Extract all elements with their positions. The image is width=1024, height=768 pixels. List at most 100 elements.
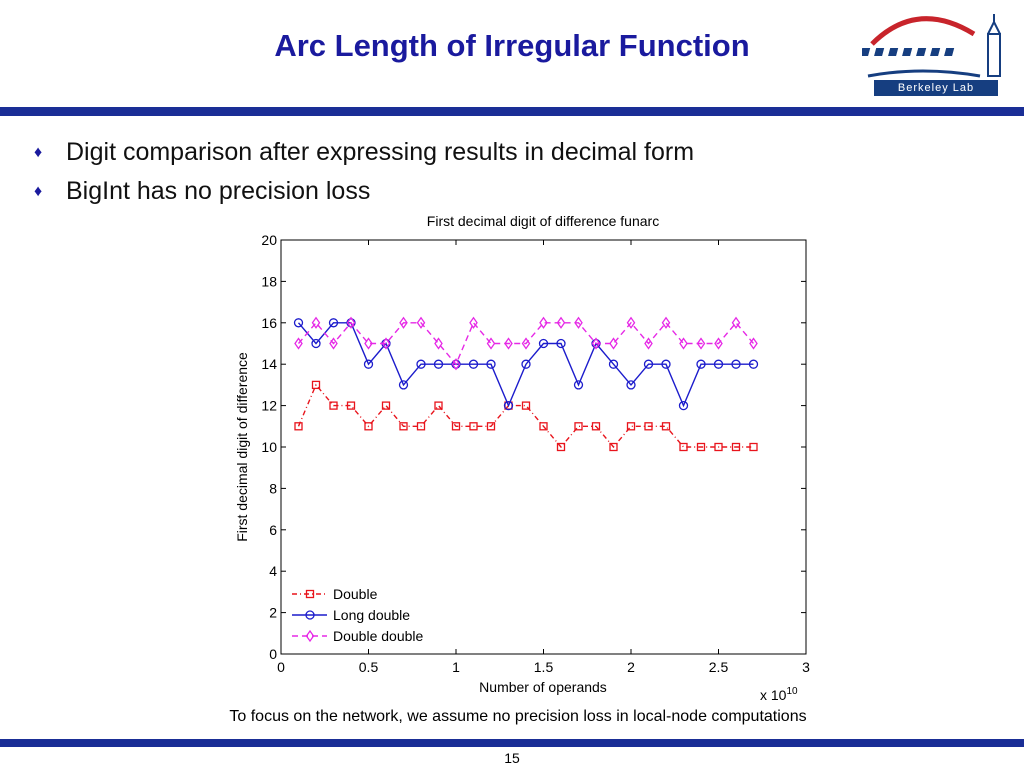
data-point-diamond [346,316,356,329]
data-point-square [539,422,548,431]
data-point-square [714,442,723,452]
x-tick-label: 3 [802,659,810,675]
data-point-circle [643,359,654,369]
data-point-square [521,401,531,410]
data-point-diamond [749,337,758,350]
data-point-square [626,422,636,431]
data-point-diamond [661,316,671,329]
diamond-bullet-icon: ♦ [34,144,43,161]
data-point-circle [293,318,304,328]
data-point-circle [556,338,566,349]
y-tick-label: 4 [269,563,277,579]
x-tick-label: 2.5 [709,659,729,675]
data-point-square [305,589,315,599]
berkeley-lab-logo-graphic [860,14,1001,78]
data-point-diamond [591,337,601,350]
data-point-square [311,380,321,390]
series-double-double [294,316,758,371]
data-point-square [591,422,601,431]
data-point-diamond [434,337,443,350]
series-line [297,383,754,449]
data-point-square [469,422,478,431]
data-point-diamond [311,316,321,329]
data-point-diamond [329,337,338,350]
axis-ticks: 0 0.5 1 1.5 2 2.5 3 0 2 4 6 8 10 12 14 16 18 20 [261,232,810,675]
data-point-square [346,401,356,410]
data-point-circle [608,359,619,369]
chart-legend: Double Long double Double double [288,583,450,647]
legend-entry: Double [292,586,378,602]
data-point-diamond [714,337,723,350]
data-point-circle [486,359,496,369]
y-tick-label: 10 [261,439,277,455]
data-point-square [644,422,653,431]
data-point-square [574,422,583,431]
x-multiplier-exponent: 10 [786,686,798,697]
data-point-square [731,442,741,452]
data-point-diamond [731,316,741,329]
series-line [297,321,755,366]
data-point-circle [363,359,374,369]
data-point-circle [433,359,444,369]
data-point-square [696,442,706,452]
x-axis-label: Number of operands [479,679,607,695]
slide-caption: To focus on the network, we assume no pr… [229,708,807,725]
data-point-circle [311,338,321,349]
y-axis-label: First decimal digit of difference [234,352,250,542]
data-point-circle [468,359,479,369]
data-point-circle [748,359,759,369]
y-tick-label: 2 [269,605,277,621]
legend-label: Double double [333,628,424,644]
data-point-square [434,401,443,410]
legend-label: Double [333,586,378,602]
data-point-circle [328,318,339,328]
chart-title: First decimal digit of difference funarc [427,213,659,229]
data-point-diamond [504,337,513,350]
slide-title: Arc Length of Irregular Function [274,28,750,63]
data-point-circle [398,380,409,390]
y-tick-label: 0 [269,646,277,662]
x-tick-label: 2 [627,659,635,675]
data-point-square [609,442,618,452]
data-point-square [329,401,338,410]
data-point-diamond [399,316,408,329]
data-point-square [381,401,391,410]
data-point-circle [713,359,724,369]
legend-entry: Double double [292,628,424,644]
data-point-circle [731,359,741,369]
y-tick-label: 14 [261,356,277,372]
x-multiplier-label: x 1010 [760,686,798,703]
data-point-diamond [556,316,566,329]
data-point-square [661,422,671,431]
series-line [297,322,754,408]
legend-entry: Long double [292,607,410,623]
data-point-circle [696,359,706,369]
data-point-circle [626,380,636,390]
x-tick-label: 0 [277,659,285,675]
y-tick-label: 16 [261,315,277,331]
data-point-diamond [521,337,531,350]
diamond-bullet-icon: ♦ [34,183,43,200]
series-layer [293,316,759,452]
data-point-circle [538,338,549,349]
x-tick-label: 1.5 [534,659,554,675]
data-point-circle [416,359,426,369]
data-point-circle [521,359,531,369]
page-number: 15 [504,750,520,766]
bullet-text: BigInt has no precision loss [66,177,371,205]
x-multiplier-base: x 10 [760,687,787,703]
data-point-diamond [679,337,688,350]
series-long-double [293,318,759,411]
legend-label: Long double [333,607,410,623]
data-point-square [364,422,373,431]
data-point-circle [573,380,584,390]
data-point-circle [503,400,514,411]
top-rule [0,107,1024,116]
y-tick-label: 8 [269,480,277,496]
data-point-diamond [644,337,653,350]
data-point-diamond [305,629,315,643]
data-point-diamond [416,316,426,329]
data-point-diamond [609,337,618,350]
bottom-rule [0,739,1024,747]
